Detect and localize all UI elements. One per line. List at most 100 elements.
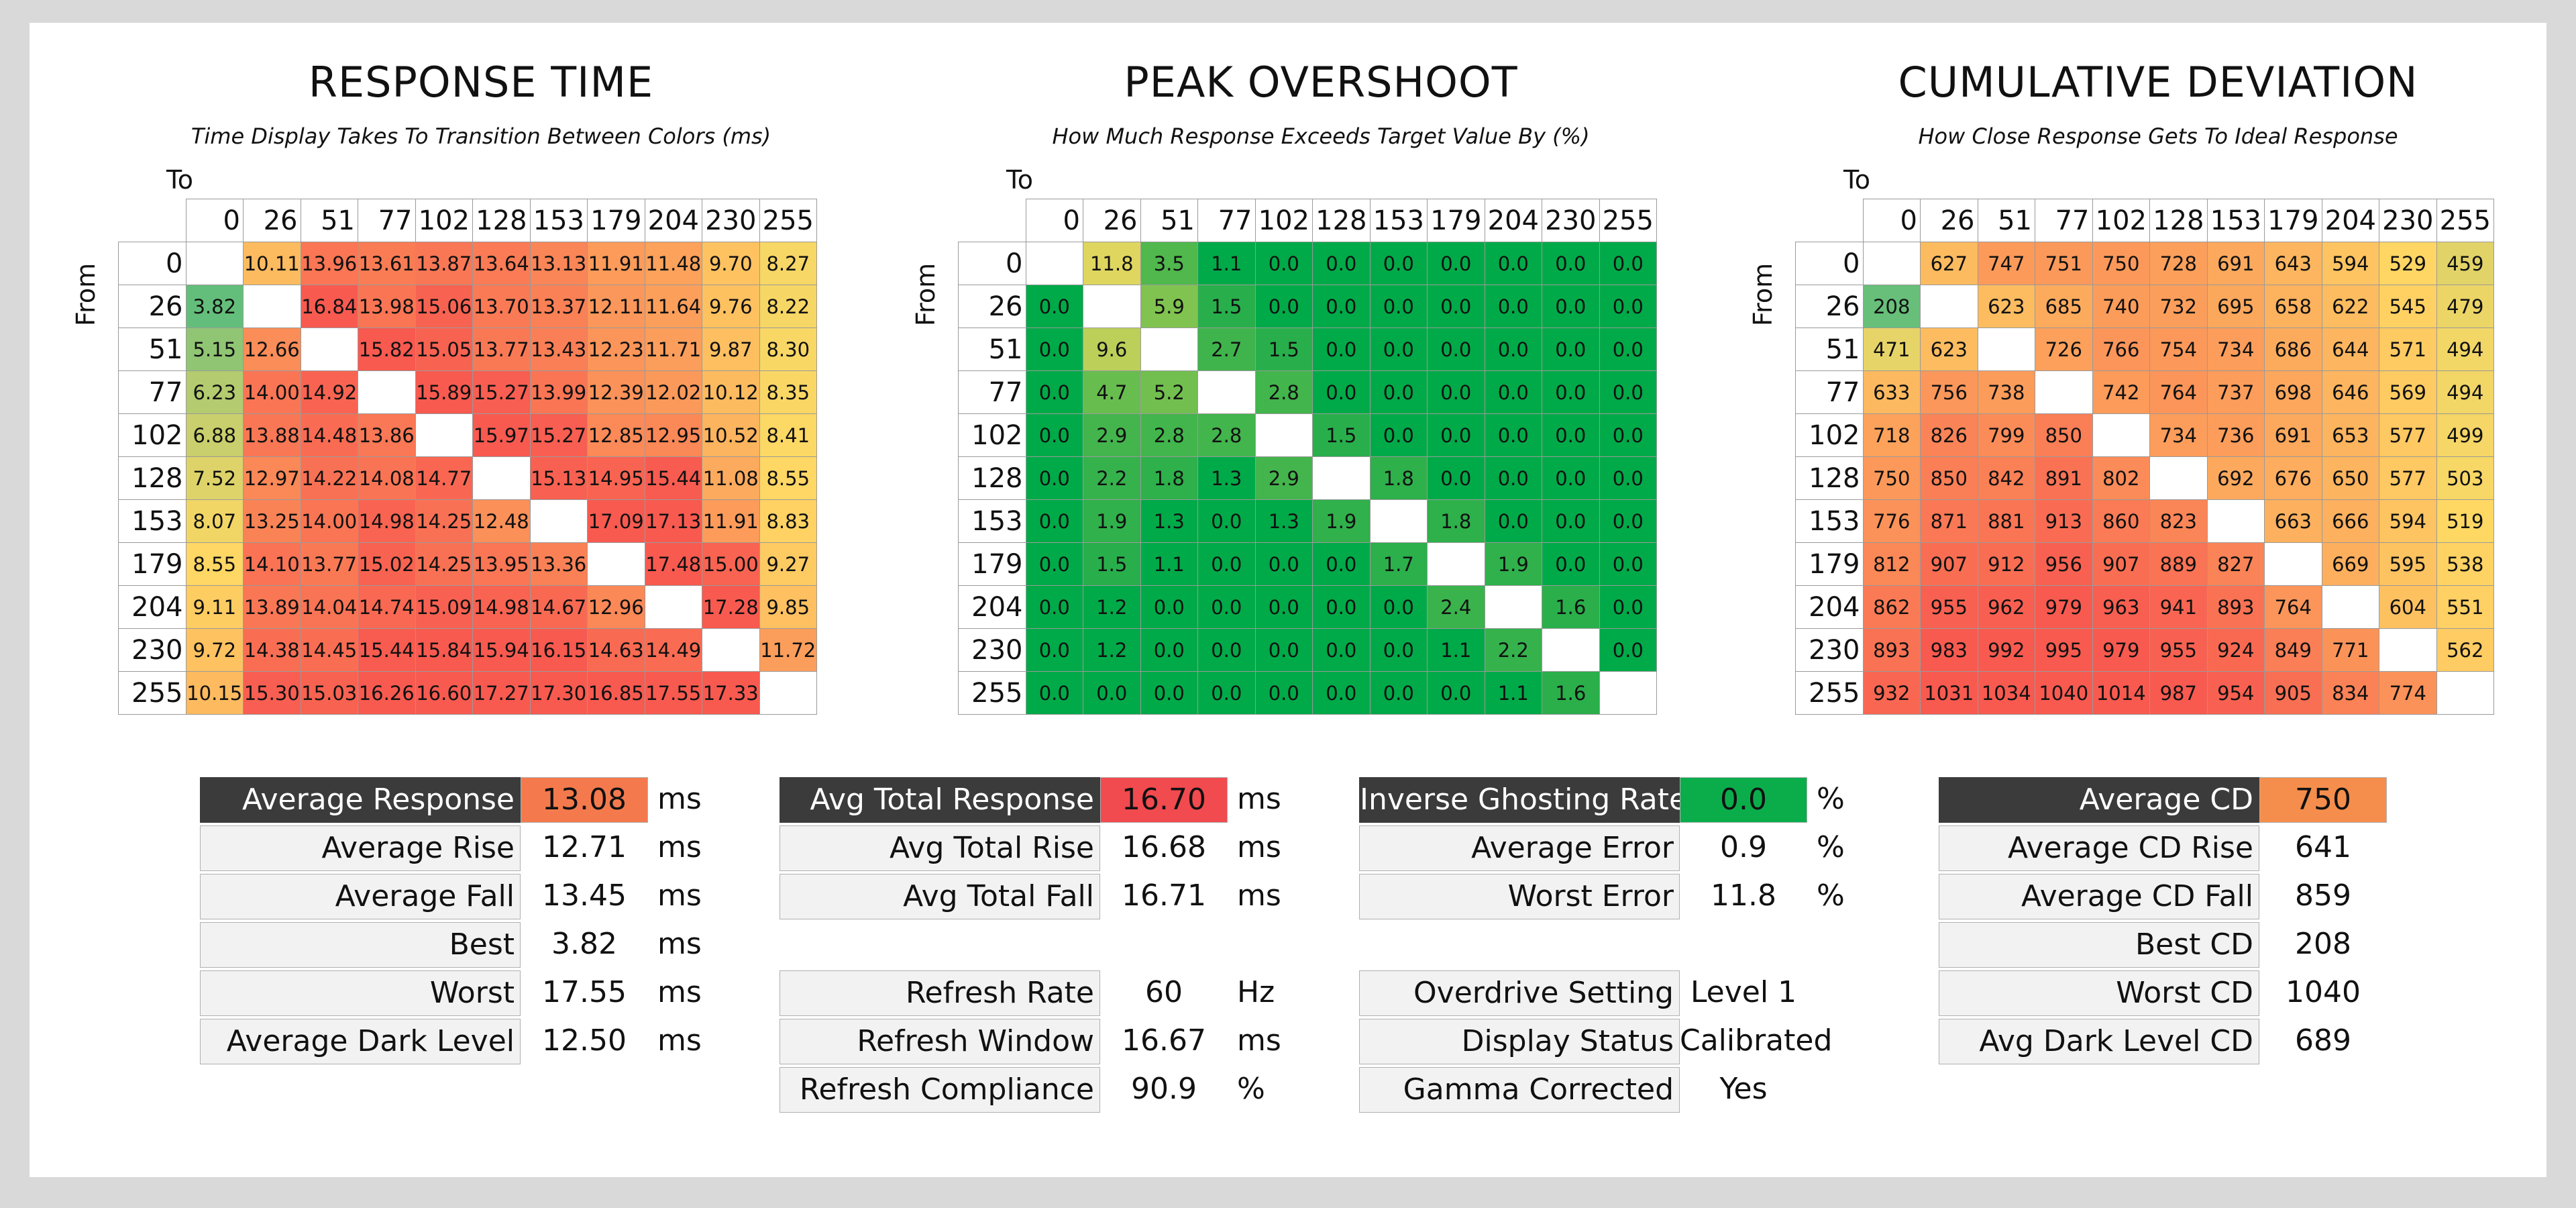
heatmap-cell: 1.8	[1427, 499, 1485, 543]
heatmap-cell: 14.22	[300, 456, 358, 500]
heatmap-cell: 8.41	[759, 413, 817, 457]
heatmap-cell: 905	[2264, 671, 2322, 715]
heatmap-cell: 17.27	[472, 671, 531, 715]
heatmap-cell: 0.0	[1484, 413, 1542, 457]
heatmap-cell: 1.9	[1312, 499, 1371, 543]
column-header: 26	[1083, 199, 1141, 242]
table-row: 26 208 623 685 740 732 695 658 622 545 479	[1795, 285, 2494, 328]
stats-row: Refresh Compliance 90.9%	[780, 1067, 1289, 1113]
heatmap-cell: 471	[1862, 328, 1921, 371]
heatmap-cell: 17.13	[644, 499, 702, 543]
heatmap-cell: 14.25	[415, 542, 473, 586]
heatmap-cell: 10.15	[185, 671, 244, 715]
stats-label: Refresh Window	[780, 1019, 1100, 1064]
heatmap-cell: 15.06	[415, 285, 473, 328]
heatmap-cell: 503	[2436, 456, 2494, 500]
stats-row: Best CD 208	[1939, 922, 2449, 968]
heatmap-cell: 860	[2092, 499, 2150, 543]
heatmap-cell: 0.0	[1197, 499, 1256, 543]
heatmap-cell: 954	[2206, 671, 2265, 715]
heatmap-cell: 9.87	[702, 328, 760, 371]
heatmap-cell: 0.0	[1197, 628, 1256, 672]
heatmap-cell	[1369, 499, 1428, 543]
heatmap-cell: 14.10	[243, 542, 301, 586]
table-row: 77 0.0 4.7 5.2 2.8 0.0 0.0 0.0 0.0 0.0 0.0	[958, 370, 1657, 414]
row-header: 179	[958, 542, 1026, 586]
column-header: 128	[1312, 199, 1371, 242]
heatmap-cell: 0.0	[1140, 628, 1198, 672]
stats-row: Worst Error 11.8%	[1359, 874, 1869, 919]
table-row: 204 9.11 13.89 14.04 14.74 15.09 14.98 14.67 12.…	[118, 585, 817, 629]
heatmap-cell: 519	[2436, 499, 2494, 543]
peak-overshoot-subtitle: How Much Response Exceeds Target Value B…	[1052, 123, 1590, 149]
heatmap-cell: 0.0	[1484, 285, 1542, 328]
heatmap-cell: 738	[1977, 370, 2035, 414]
heatmap-cell: 12.95	[644, 413, 702, 457]
column-header: 179	[1427, 199, 1485, 242]
heatmap-cell: 0.0	[1197, 671, 1256, 715]
heatmap-cell: 941	[2149, 585, 2208, 629]
stats-row: Avg Dark Level CD 689	[1939, 1019, 2449, 1064]
heatmap-cell: 0.0	[1427, 370, 1485, 414]
heatmap-cell: 692	[2206, 456, 2265, 500]
heatmap-cell: 0.0	[1484, 328, 1542, 371]
heatmap-cell: 9.76	[702, 285, 760, 328]
heatmap-cell: 627	[1920, 242, 1978, 285]
heatmap-cell: 691	[2264, 413, 2322, 457]
stats-unit: ms	[1237, 1023, 1281, 1058]
response-time-y-label: From	[71, 262, 101, 326]
heatmap-cell: 0.0	[1025, 499, 1083, 543]
heatmap-cell	[2436, 671, 2494, 715]
heatmap-cell	[1427, 542, 1485, 586]
heatmap-cell: 1.1	[1197, 242, 1256, 285]
heatmap-cell: 569	[2379, 370, 2437, 414]
heatmap-cell: 623	[1977, 285, 2035, 328]
heatmap-cell: 1.9	[1083, 499, 1141, 543]
stats-row: Average Rise 12.71 ms	[200, 825, 710, 871]
stats-row: Average CD Rise 641	[1939, 825, 2449, 871]
heatmap-cell: 646	[2321, 370, 2379, 414]
heatmap-cell: 8.55	[759, 456, 817, 500]
heatmap-cell: 802	[2092, 456, 2150, 500]
heatmap-cell: 0.0	[1369, 628, 1428, 672]
heatmap-cell: 15.30	[243, 671, 301, 715]
stats-value: 16.67	[1122, 1023, 1206, 1058]
stats-label: Average Fall	[200, 874, 521, 919]
stats-row: Avg Total Rise 16.68 ms	[780, 825, 1289, 871]
heatmap-cell: 479	[2436, 285, 2494, 328]
table-row: 0 10.11 13.96 13.61 13.87 13.64 13.13 11.91 11.4…	[118, 242, 817, 285]
heatmap-cell: 2.4	[1427, 585, 1485, 629]
table-row: 102 6.88 13.88 14.48 13.86 15.97 15.27 12.85 12.…	[118, 413, 817, 457]
heatmap-cell: 1.1	[1140, 542, 1198, 586]
row-header: 77	[118, 370, 186, 414]
heatmap-cell: 0.0	[1427, 242, 1485, 285]
heatmap-cell: 14.38	[243, 628, 301, 672]
heatmap-cell: 17.33	[702, 671, 760, 715]
heatmap-cell: 850	[2035, 413, 2093, 457]
cumulative-deviation-title: CUMULATIVE DEVIATION	[1898, 58, 2418, 107]
heatmap-cell: 1.1	[1427, 628, 1485, 672]
column-header: 51	[300, 199, 358, 242]
heatmap-cell	[2206, 499, 2265, 543]
stats-unit: %	[1237, 1072, 1265, 1106]
heatmap-cell: 1.8	[1369, 456, 1428, 500]
table-row: 51 0.0 9.6 2.7 1.5 0.0 0.0 0.0 0.0 0.0 0.0	[958, 328, 1657, 371]
row-header: 0	[958, 242, 1026, 285]
column-header: 128	[2149, 199, 2208, 242]
heatmap-cell: 0.0	[1312, 285, 1371, 328]
row-header: 255	[118, 671, 186, 715]
heatmap-cell: 987	[2149, 671, 2208, 715]
heatmap-cell: 17.28	[702, 585, 760, 629]
stats-value: 689	[2295, 1023, 2351, 1058]
heatmap-cell: 850	[1920, 456, 1978, 500]
table-row: 153 776 871 881 913 860 823 663 666 594 519	[1795, 499, 2494, 543]
heatmap-cell: 13.99	[529, 370, 588, 414]
heatmap-cell: 545	[2379, 285, 2437, 328]
heatmap-cell	[2321, 585, 2379, 629]
heatmap-cell	[472, 456, 531, 500]
heatmap-cell	[1484, 585, 1542, 629]
column-header: 153	[1369, 199, 1428, 242]
heatmap-cell	[702, 628, 760, 672]
heatmap-cell: 577	[2379, 456, 2437, 500]
heatmap-cell: 8.07	[185, 499, 244, 543]
